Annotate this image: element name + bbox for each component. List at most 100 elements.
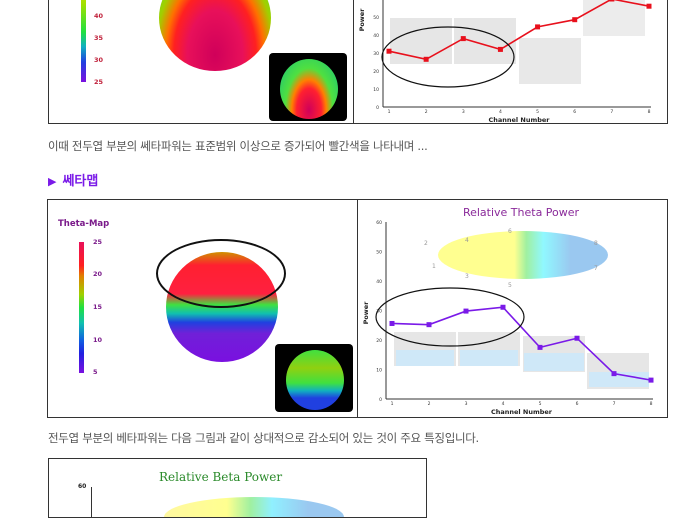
relative-beta-power-figure: Relative Beta Power 60 xyxy=(48,458,427,518)
data-point xyxy=(611,371,617,377)
chart-panel: 0 10 20 30 40 50 1 2 3 4 5 6 7 8 Channel Number Power xyxy=(353,0,667,123)
reference-scalp-map xyxy=(280,59,338,119)
y-tick-label: 20 xyxy=(373,69,379,75)
topography-map xyxy=(438,231,608,279)
x-tick-label: 6 xyxy=(573,109,576,115)
electrode-label: 3 xyxy=(465,273,469,280)
data-point xyxy=(646,3,652,9)
y-tick-label: 10 xyxy=(376,368,382,374)
section-heading-label: 쎄타맵 xyxy=(62,174,99,189)
y-tick-label: 40 xyxy=(373,33,379,39)
data-point xyxy=(535,24,541,30)
x-tick-label: 8 xyxy=(650,401,653,407)
x-tick-label: 8 xyxy=(648,109,651,115)
normal-range-band xyxy=(460,350,518,366)
normal-range-band xyxy=(396,350,454,366)
y-axis-label: Power xyxy=(358,8,366,32)
data-point xyxy=(389,320,395,326)
chart-panel: Relative Theta Power 1 2 3 4 5 6 7 8 0 10 20 30 40 50 6… xyxy=(357,200,667,417)
theta-map-figure: Theta-Map 25 20 15 10 5 Relative Theta P… xyxy=(47,199,668,418)
y-tick-label: 0 xyxy=(376,105,379,111)
x-tick-label: 3 xyxy=(465,401,468,407)
reference-map-inset xyxy=(275,344,353,412)
y-tick-label: 30 xyxy=(373,51,379,57)
colorbar-label: 20 xyxy=(93,270,103,278)
highlight-ellipse xyxy=(156,239,286,308)
triangle-right-icon: ▶ xyxy=(48,175,57,188)
paragraph-beta-decrease: 전두엽 부분의 베타파워는 다음 그림과 같이 상대적으로 감소되어 있는 것이… xyxy=(48,431,479,445)
x-tick-label: 5 xyxy=(536,109,539,115)
x-tick-label: 7 xyxy=(610,109,613,115)
delta-map-figure: 40 35 30 25 0 10 20 30 40 50 1 2 3 4 5 6 7 8 Channel N… xyxy=(48,0,668,124)
colorbar-label: 25 xyxy=(93,238,103,246)
x-tick-label: 1 xyxy=(388,109,391,115)
x-tick-label: 2 xyxy=(428,401,431,407)
series-line xyxy=(388,0,650,61)
map-title: Theta-Map xyxy=(58,219,110,229)
x-tick-label: 7 xyxy=(613,401,616,407)
data-point xyxy=(574,335,580,341)
y-tick-label: 20 xyxy=(376,338,382,344)
normal-range-band xyxy=(390,18,452,64)
data-point xyxy=(426,322,432,328)
y-tick-label: 60 xyxy=(78,483,87,490)
data-point xyxy=(460,36,466,42)
normal-range-band xyxy=(524,353,584,371)
colorbar-label: 15 xyxy=(93,303,103,311)
chart-title: Relative Beta Power xyxy=(159,470,283,484)
colorbar-label: 35 xyxy=(94,34,104,42)
data-point xyxy=(537,344,543,350)
reference-map-inset xyxy=(269,53,347,121)
x-tick-label: 3 xyxy=(462,109,465,115)
map-panel: Theta-Map 25 20 15 10 5 xyxy=(48,200,357,417)
x-axis-label: Channel Number xyxy=(491,408,553,416)
scalp-map xyxy=(159,0,271,71)
y-tick-label: 60 xyxy=(376,220,382,226)
electrode-label: 1 xyxy=(432,263,436,270)
normal-range-band xyxy=(519,38,581,84)
relative-theta-power-chart: Relative Theta Power 1 2 3 4 5 6 7 8 0 10 20 30 40 50 6… xyxy=(362,206,654,416)
normal-range-band xyxy=(583,0,645,36)
y-tick-label: 50 xyxy=(376,250,382,256)
y-tick-label: 30 xyxy=(376,309,382,315)
data-point xyxy=(386,48,392,54)
y-tick-label: 0 xyxy=(379,397,382,403)
data-point xyxy=(648,377,654,383)
chart-title: Relative Theta Power xyxy=(463,206,580,219)
data-point xyxy=(497,46,503,52)
colorbar-label: 30 xyxy=(94,56,104,64)
y-axis xyxy=(91,487,92,517)
x-tick-label: 2 xyxy=(425,109,428,115)
normal-range-band xyxy=(589,372,649,387)
colorbar-label: 10 xyxy=(93,336,103,344)
topography-map xyxy=(164,497,344,517)
power-line-chart: 0 10 20 30 40 50 1 2 3 4 5 6 7 8 Channel Number Power xyxy=(358,0,652,123)
x-tick-label: 4 xyxy=(499,109,502,115)
electrode-label: 8 xyxy=(594,240,598,247)
colorbar xyxy=(81,0,86,82)
y-axis-label: Power xyxy=(362,301,370,325)
data-point xyxy=(463,308,469,314)
colorbar-label: 40 xyxy=(94,12,104,20)
colorbar-label: 5 xyxy=(93,368,98,376)
highlight-ellipse xyxy=(381,26,515,88)
electrode-label: 2 xyxy=(424,240,428,247)
paragraph-theta-increase: 이때 전두엽 부분의 쎄타파워는 표준범위 이상으로 증가되어 빨간색을 나타내… xyxy=(48,139,428,153)
x-tick-label: 6 xyxy=(576,401,579,407)
electrode-label: 5 xyxy=(508,282,512,289)
y-tick-label: 10 xyxy=(373,87,379,93)
reference-scalp-map xyxy=(286,350,344,410)
electrode-label: 6 xyxy=(508,228,512,235)
highlight-ellipse xyxy=(375,287,525,347)
electrode-label: 4 xyxy=(465,237,469,244)
colorbar xyxy=(79,242,84,373)
map-panel: 40 35 30 25 xyxy=(49,0,353,123)
data-point xyxy=(572,17,578,23)
x-tick-label: 4 xyxy=(502,401,505,407)
section-heading-theta-map: ▶ 쎄타맵 xyxy=(48,170,98,189)
data-point xyxy=(609,0,615,2)
y-tick-label: 40 xyxy=(376,279,382,285)
colorbar-label: 25 xyxy=(94,78,104,86)
y-tick-label: 50 xyxy=(373,15,379,21)
electrode-label: 7 xyxy=(594,265,598,272)
